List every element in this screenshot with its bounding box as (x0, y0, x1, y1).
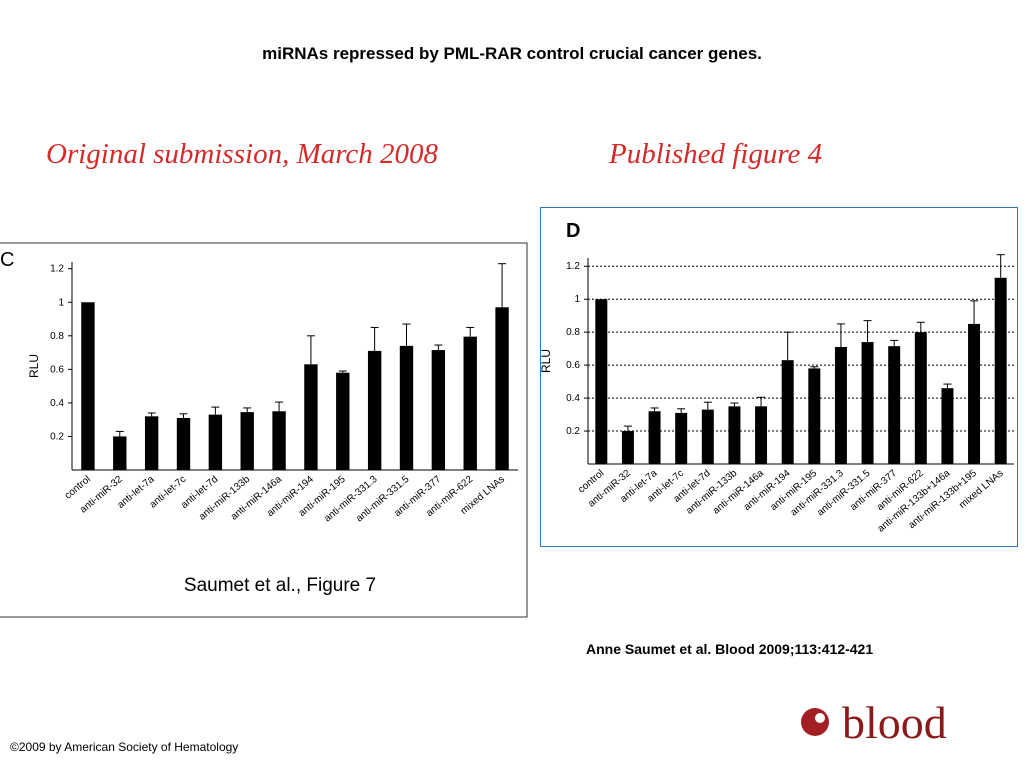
bar (675, 412, 688, 464)
bar (648, 411, 661, 464)
right-heading: Published figure 4 (609, 138, 823, 170)
bar (144, 416, 159, 470)
bar (240, 412, 254, 470)
bar (914, 332, 927, 464)
bar (113, 436, 127, 470)
y-tick-label: 0.4 (566, 393, 580, 404)
caption: Saumet et al., Figure 7 (184, 575, 376, 596)
bar (941, 388, 954, 464)
bar (495, 307, 509, 470)
right-frame (540, 207, 1018, 547)
panel-label: D (566, 220, 580, 242)
bar (399, 345, 414, 470)
bar (81, 302, 95, 470)
bar (208, 414, 223, 470)
bar (861, 342, 874, 464)
bar (304, 364, 318, 470)
bar (808, 368, 821, 464)
y-tick-label: 1 (58, 297, 64, 308)
y-tick-label: 0.2 (566, 426, 580, 437)
logo-icon (801, 708, 829, 736)
bar (431, 350, 446, 470)
y-tick-label: 0.8 (566, 327, 580, 338)
bar (834, 346, 847, 464)
y-tick-label: 0.2 (50, 431, 64, 442)
bar (968, 323, 981, 464)
bar (463, 336, 477, 470)
bar (728, 406, 741, 464)
copyright: ©2009 by American Society of Hematology (10, 740, 239, 754)
logo: blood (842, 697, 947, 748)
y-tick-label: 0.4 (50, 398, 64, 409)
bar (336, 372, 350, 470)
y-axis-label: RLU (539, 349, 553, 373)
bar (888, 346, 901, 464)
left-heading: Original submission, March 2008 (46, 138, 439, 170)
bar (176, 418, 191, 470)
logo-icon-dot (815, 713, 825, 723)
bar (781, 360, 794, 464)
y-tick-label: 1.2 (566, 261, 580, 272)
bar (994, 277, 1007, 464)
bar (595, 299, 608, 464)
panel-label: C (0, 249, 14, 271)
bar (621, 431, 634, 464)
bar (367, 350, 382, 470)
slide-title: miRNAs repressed by PML-RAR control cruc… (262, 44, 762, 63)
bar (272, 411, 286, 470)
y-tick-label: 0.6 (50, 364, 64, 375)
bar (755, 406, 768, 464)
y-tick-label: 1 (574, 294, 580, 305)
y-tick-label: 0.8 (50, 331, 64, 342)
y-axis-label: RLU (27, 354, 41, 378)
left-frame (0, 242, 528, 618)
bar (701, 409, 714, 464)
citation: Anne Saumet et al. Blood 2009;113:412-42… (586, 641, 874, 657)
y-tick-label: 1.2 (50, 264, 64, 275)
y-tick-label: 0.6 (566, 360, 580, 371)
